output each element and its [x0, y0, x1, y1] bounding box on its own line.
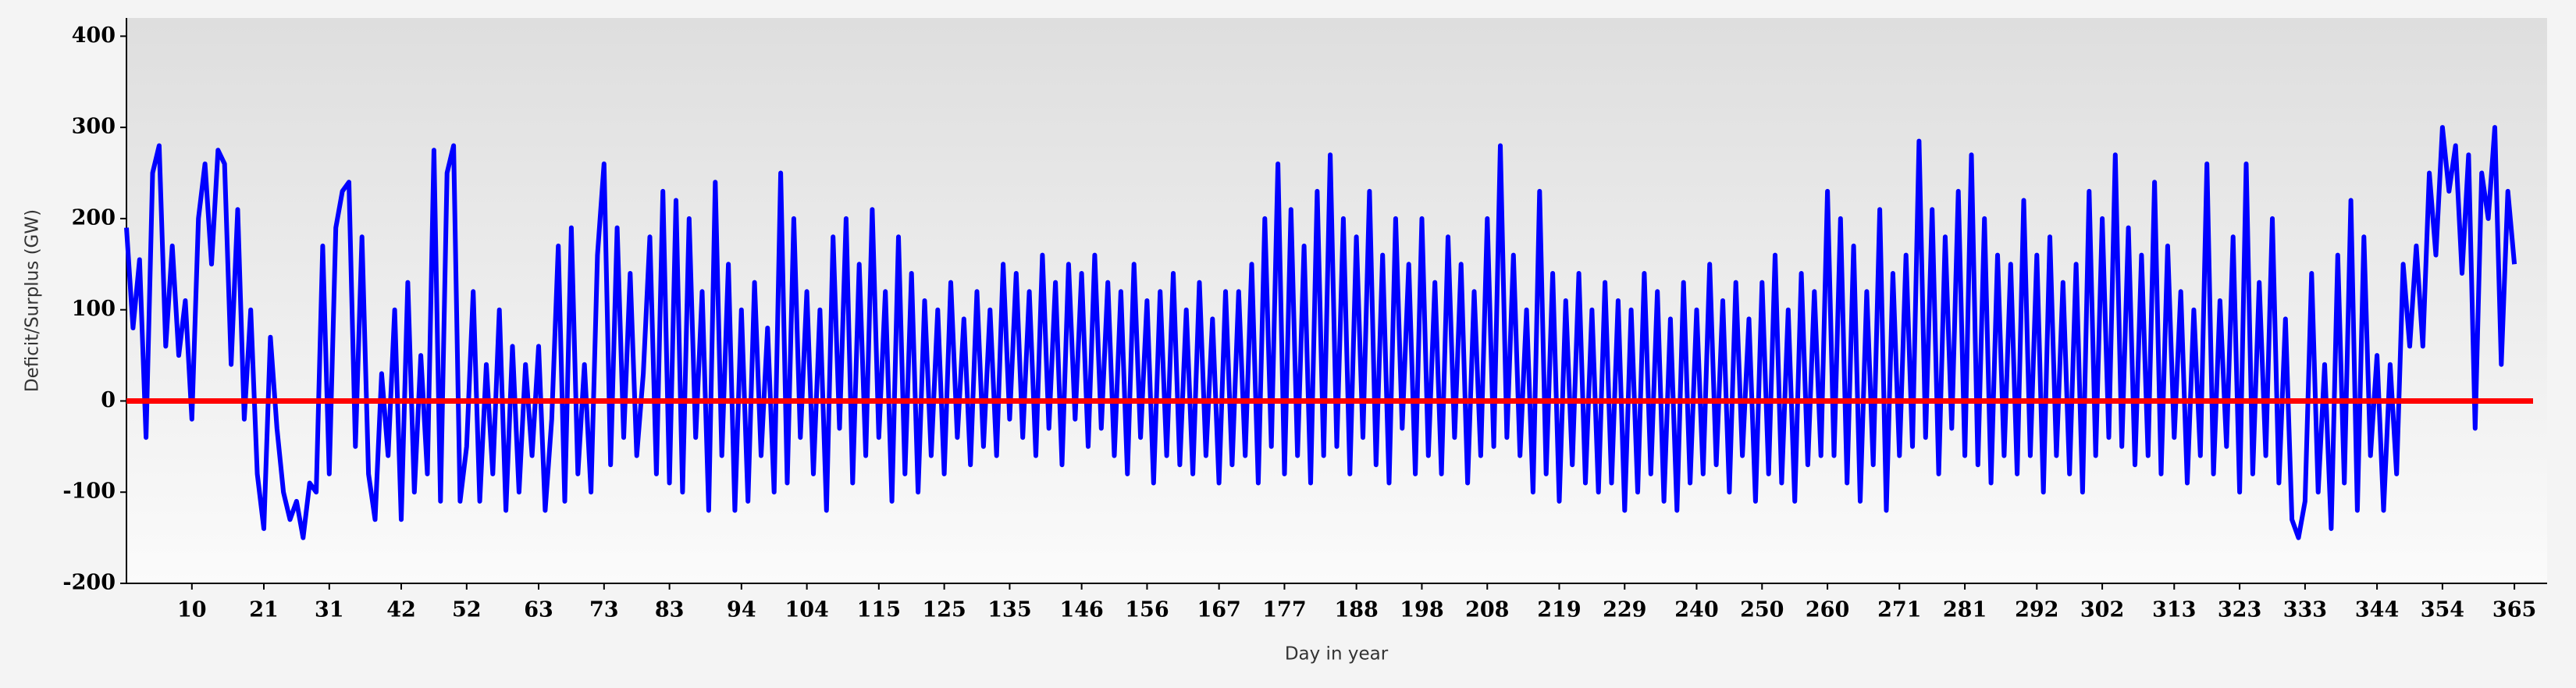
x-tick-label: 229	[1603, 598, 1646, 622]
x-tick-label: 10	[177, 598, 207, 622]
y-axis-label: Deficit/Surplus (GW)	[23, 209, 43, 392]
x-tick-label: 125	[922, 598, 966, 622]
x-tick-label: 365	[2492, 598, 2536, 622]
x-tick-label: 240	[1674, 598, 1718, 622]
x-tick-label: 188	[1334, 598, 1378, 622]
y-tick-label: 200	[72, 205, 116, 230]
x-axis-label: Day in year	[1285, 644, 1389, 665]
y-tick-label: -200	[62, 571, 116, 595]
x-tick-label: 344	[2355, 598, 2399, 622]
data-line	[124, 125, 2517, 540]
x-tick-label: 156	[1125, 598, 1169, 622]
x-tick-label: 115	[857, 598, 901, 622]
x-tick-label: 208	[1465, 598, 1509, 622]
x-tick-label: 250	[1740, 598, 1784, 622]
x-tick-label: 42	[386, 598, 416, 622]
x-tick-label: 63	[524, 598, 553, 622]
x-tick-label: 198	[1400, 598, 1443, 622]
x-tick-label: 167	[1197, 598, 1240, 622]
x-tick-label: 177	[1262, 598, 1306, 622]
x-tick-label: 302	[2080, 598, 2124, 622]
y-tick-label: 400	[72, 23, 116, 48]
x-tick-label: 271	[1877, 598, 1921, 622]
x-tick-label: 323	[2218, 598, 2261, 622]
x-tick-label: 73	[589, 598, 619, 622]
x-tick-label: 83	[655, 598, 685, 622]
y-tick-label: 100	[72, 297, 116, 321]
y-tick-label: 300	[72, 115, 116, 139]
x-tick-label: 31	[315, 598, 344, 622]
y-tick-label: 0	[101, 388, 116, 412]
x-tick-label: 281	[1943, 598, 1987, 622]
x-tick-label: 354	[2421, 598, 2464, 622]
x-tick-label: 146	[1059, 598, 1103, 622]
x-tick-label: 219	[1537, 598, 1581, 622]
x-tick-label: 313	[2152, 598, 2196, 622]
x-tick-label: 292	[2015, 598, 2058, 622]
x-tick-label: 52	[452, 598, 482, 622]
plot-area	[126, 18, 2547, 583]
x-tick-label: 104	[785, 598, 828, 622]
x-tick-label: 94	[727, 598, 756, 622]
x-tick-label: 260	[1806, 598, 1849, 622]
x-tick-label: 135	[987, 598, 1031, 622]
x-tick-label: 333	[2283, 598, 2327, 622]
x-tick-label: 21	[249, 598, 279, 622]
y-tick-label: -100	[62, 479, 116, 504]
